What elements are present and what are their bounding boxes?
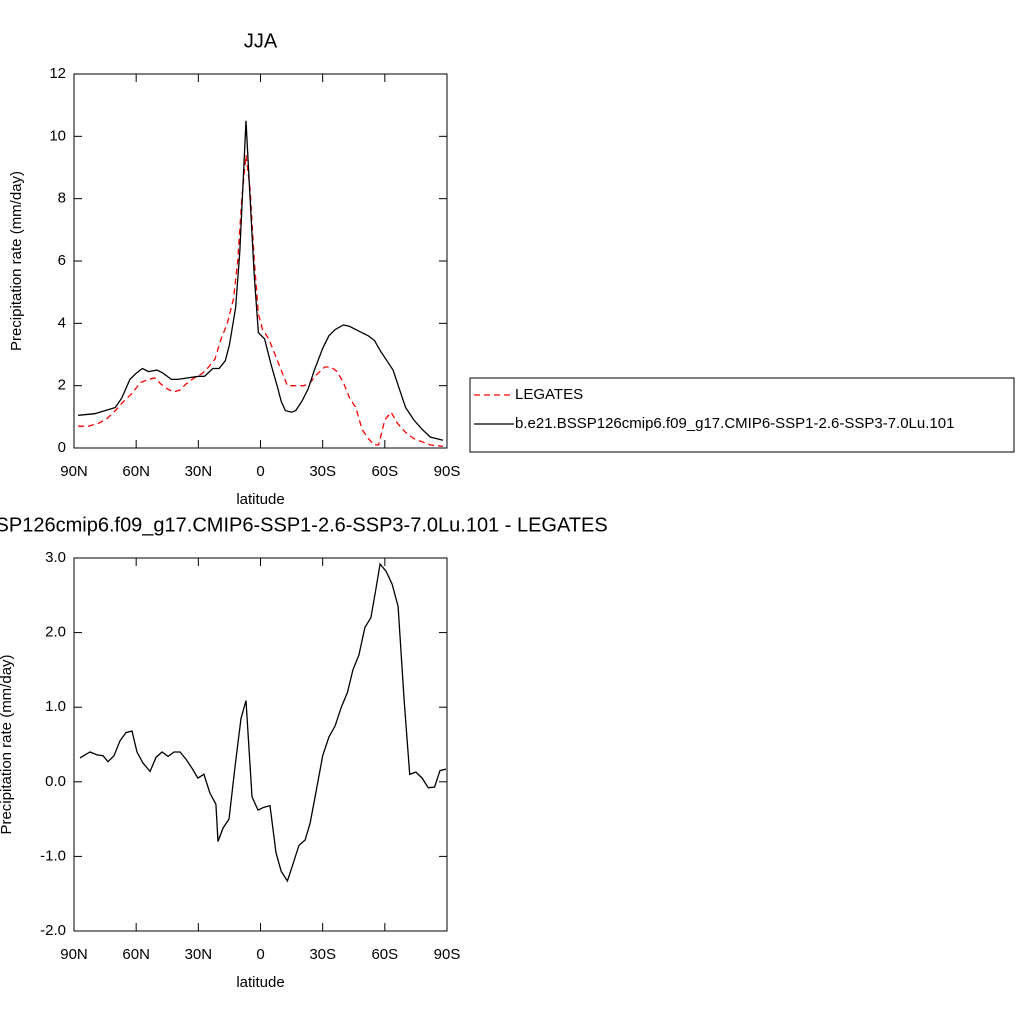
x-axis-label: latitude [236,491,284,508]
x-axis-label: latitude [236,974,284,991]
plot-frame [73,73,448,449]
y-tick-label: 4 [58,314,66,331]
y-tick-label: 3.0 [45,549,66,566]
data-line [78,154,443,448]
x-tick-label: 60N [122,463,150,480]
y-tick-label: 12 [49,65,66,82]
y-tick-label: -2.0 [40,922,66,939]
chart-title: JJA [244,30,278,52]
x-tick-label: 30S [309,463,336,480]
legend-label: LEGATES [515,386,583,403]
x-tick-label: 60S [371,946,398,963]
y-axis-label: Precipitation rate (mm/day) [8,171,25,351]
x-tick-label: 30N [185,463,213,480]
x-tick-label: 90N [60,946,88,963]
data-line [79,562,447,883]
y-tick-label: 1.0 [45,698,66,715]
y-tick-label: -1.0 [40,847,66,864]
x-tick-label: 90S [434,463,461,480]
x-tick-label: 30S [309,946,336,963]
data-line [78,120,444,441]
y-tick-label: 6 [58,252,66,269]
x-tick-label: 60S [371,463,398,480]
y-tick-label: 2 [58,377,66,394]
y-tick-label: 10 [49,127,66,144]
y-tick-label: 0 [58,439,66,456]
y-tick-label: 2.0 [45,624,66,641]
plot-frame [73,557,448,932]
x-tick-label: 0 [256,463,264,480]
y-tick-label: 8 [58,190,66,207]
x-tick-label: 30N [185,946,213,963]
x-tick-label: 0 [256,946,264,963]
chart-title: b.e21.BSSP126cmip6.f09_g17.CMIP6-SSP1-2.… [0,514,608,536]
y-axis-label: Precipitation rate (mm/day) [0,654,15,834]
x-tick-label: 90S [434,946,461,963]
x-tick-label: 90N [60,463,88,480]
legend-box [469,377,1015,453]
y-tick-label: 0.0 [45,773,66,790]
x-tick-label: 60N [122,946,150,963]
legend-label: b.e21.BSSP126cmip6.f09_g17.CMIP6-SSP1-2.… [515,415,954,432]
